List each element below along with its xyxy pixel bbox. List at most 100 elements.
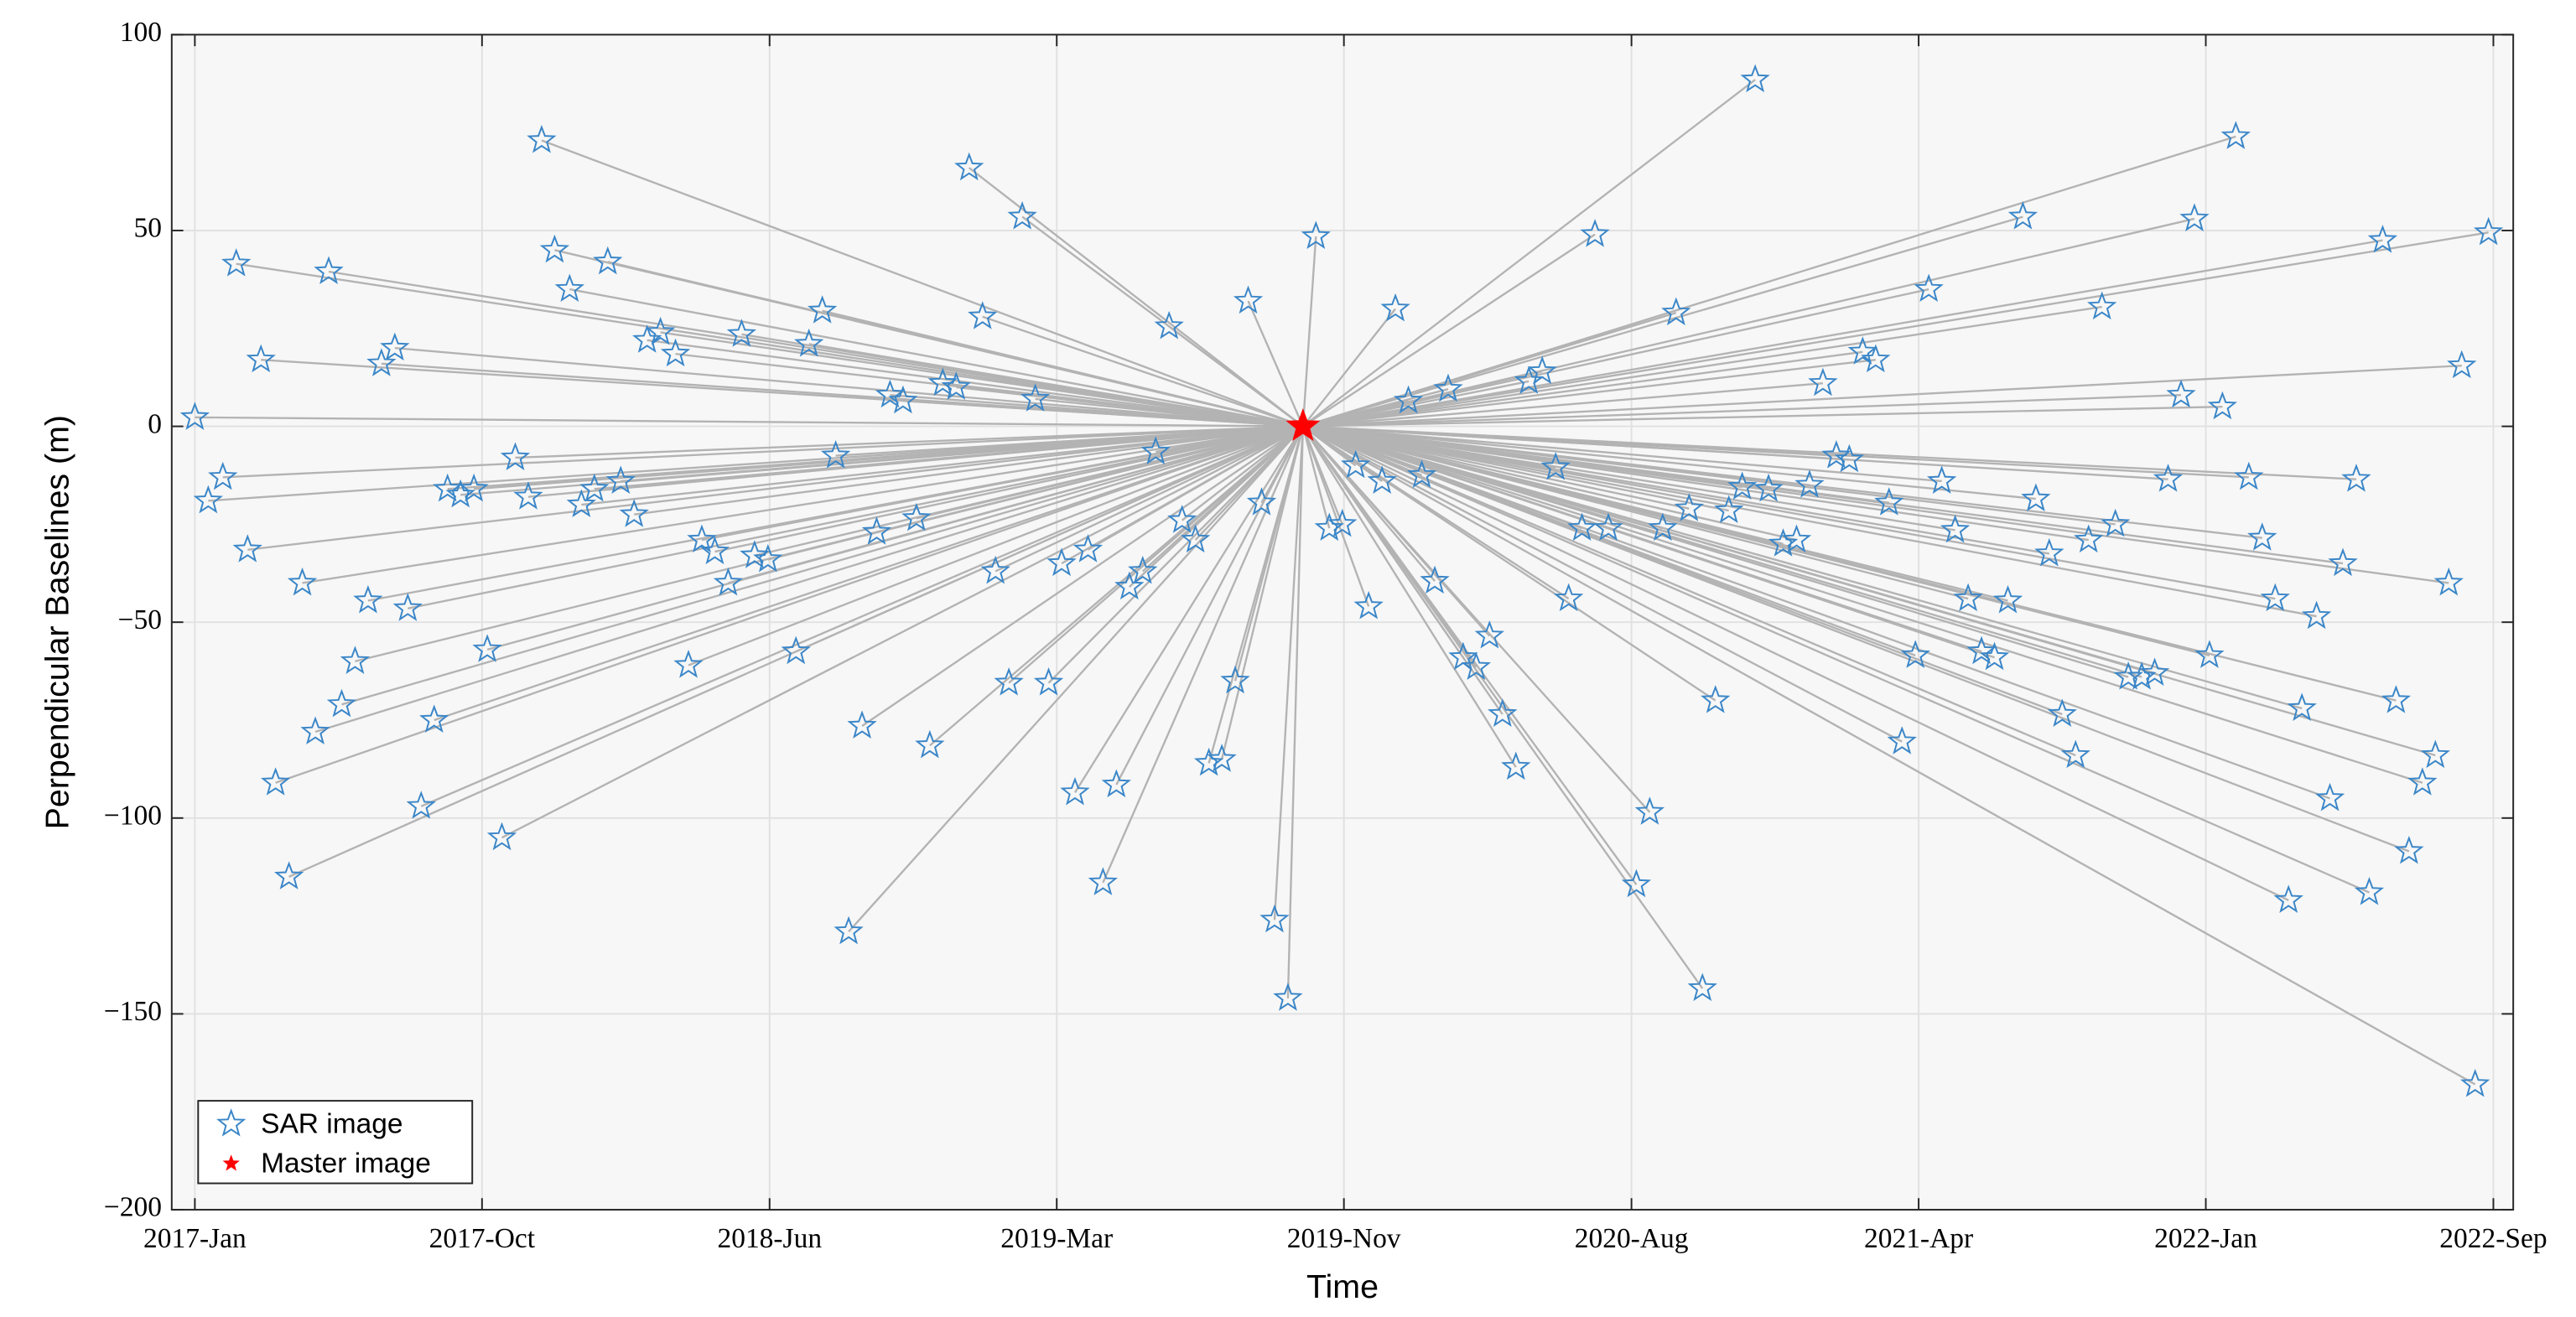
baseline-link — [1302, 239, 2383, 428]
sar-point — [1367, 465, 1397, 494]
sar-point — [1020, 383, 1051, 412]
baseline-link — [714, 425, 1304, 553]
y-tick-label: −150 — [104, 996, 162, 1027]
baseline-link — [1301, 425, 1704, 989]
baseline-link — [1156, 425, 1304, 454]
baseline-link — [275, 425, 1304, 784]
points — [179, 64, 2504, 1097]
legend-marker — [222, 1154, 240, 1171]
sar-point — [566, 489, 596, 518]
baseline-link — [1302, 425, 2317, 618]
baseline-link — [1302, 425, 2036, 500]
sar-point — [459, 473, 489, 502]
x-tick-label: 2019-Nov — [1287, 1223, 1401, 1254]
baseline-link — [1302, 425, 2168, 480]
sar-point — [472, 634, 502, 662]
y-tick-label: −50 — [118, 604, 162, 635]
baseline-link — [1301, 426, 1370, 607]
baseline-link — [1302, 364, 2462, 428]
sar-point — [392, 593, 423, 621]
baseline-link — [434, 425, 1304, 722]
sar-point — [2474, 216, 2504, 246]
sar-point — [314, 256, 344, 285]
baseline-links — [195, 79, 2489, 1086]
legend-box — [197, 1100, 474, 1185]
x-axis-label: Time — [1306, 1268, 1379, 1305]
x-tick-label: 2022-Sep — [2439, 1223, 2547, 1254]
baseline-link — [1302, 425, 2076, 757]
sar-point — [2314, 782, 2345, 811]
sar-point — [1794, 469, 1825, 498]
sar-point — [753, 543, 783, 573]
sar-point — [1740, 64, 1770, 93]
sar-point — [888, 385, 918, 414]
baseline-link — [247, 425, 1303, 551]
sar-point — [1088, 867, 1119, 895]
sar-point — [1527, 355, 1557, 385]
baseline-link — [1302, 425, 1797, 542]
sar-point — [2007, 201, 2038, 230]
sar-point — [380, 332, 410, 361]
sar-point — [486, 822, 517, 851]
sar-point — [1834, 443, 1865, 473]
sar-point — [2301, 600, 2332, 630]
sar-point — [1273, 983, 1303, 1011]
sar-point — [2420, 739, 2450, 769]
sar-point — [1540, 452, 1571, 480]
sar-point — [2287, 692, 2317, 722]
sar-point — [781, 635, 811, 665]
baseline-link — [1302, 425, 1955, 531]
sar-point — [579, 473, 610, 502]
baseline-link — [1247, 300, 1304, 428]
sar-point — [1687, 972, 1717, 1002]
baseline-link — [1302, 233, 1596, 428]
sar-point — [300, 716, 330, 745]
sar-point — [1621, 868, 1652, 898]
sar-point — [1992, 584, 2023, 614]
baseline-link — [302, 425, 1304, 584]
sar-point — [2460, 1068, 2490, 1097]
sar-point — [1007, 201, 1037, 230]
baseline-link — [1035, 397, 1303, 428]
sar-point — [1648, 512, 1678, 542]
y-tick-label: 100 — [120, 17, 162, 48]
baseline-link — [1260, 426, 1304, 504]
sar-point — [539, 234, 570, 263]
sar-point — [1474, 620, 1504, 649]
sar-point — [1874, 487, 1904, 516]
baseline-link — [795, 425, 1304, 653]
sar-point — [1501, 751, 1531, 780]
baseline-link — [1302, 350, 1863, 428]
baseline-link — [1302, 425, 2410, 853]
sar-point — [1566, 512, 1597, 542]
ticks: 2017-Jan 2017-Oct 2018-Jun 2019-Mar 2019-Nov… — [104, 17, 2547, 1254]
sar-point — [208, 461, 238, 490]
x-tick-label: 2017-Jan — [143, 1223, 247, 1254]
y-tick-label: 50 — [134, 213, 162, 244]
baseline-link — [1301, 308, 1397, 428]
sar-point — [1154, 310, 1184, 340]
sar-point — [366, 348, 397, 376]
legend: SAR image Master image — [197, 1100, 474, 1185]
sar-point — [1233, 285, 1264, 314]
baseline-link — [1141, 425, 1304, 573]
baseline-link — [1302, 425, 2436, 757]
legend-label: Master image — [261, 1148, 431, 1180]
baseline-link — [1181, 425, 1304, 521]
sar-point — [2021, 483, 2051, 512]
sar-point — [2153, 464, 2184, 492]
baseline-link — [569, 288, 1304, 428]
sar-point — [527, 124, 557, 153]
baseline-link — [236, 262, 1304, 428]
x-tick-label: 2022-Jan — [2154, 1223, 2257, 1254]
sar-point — [1301, 220, 1331, 249]
sar-point — [1406, 459, 1437, 488]
baseline-link — [341, 425, 1304, 706]
sar-point — [1380, 293, 1410, 322]
baseline-link — [861, 425, 1304, 727]
sar-point — [1128, 555, 1158, 584]
sar-point — [2381, 685, 2412, 713]
sar-point — [1593, 512, 1623, 542]
baseline-link — [808, 343, 1304, 428]
